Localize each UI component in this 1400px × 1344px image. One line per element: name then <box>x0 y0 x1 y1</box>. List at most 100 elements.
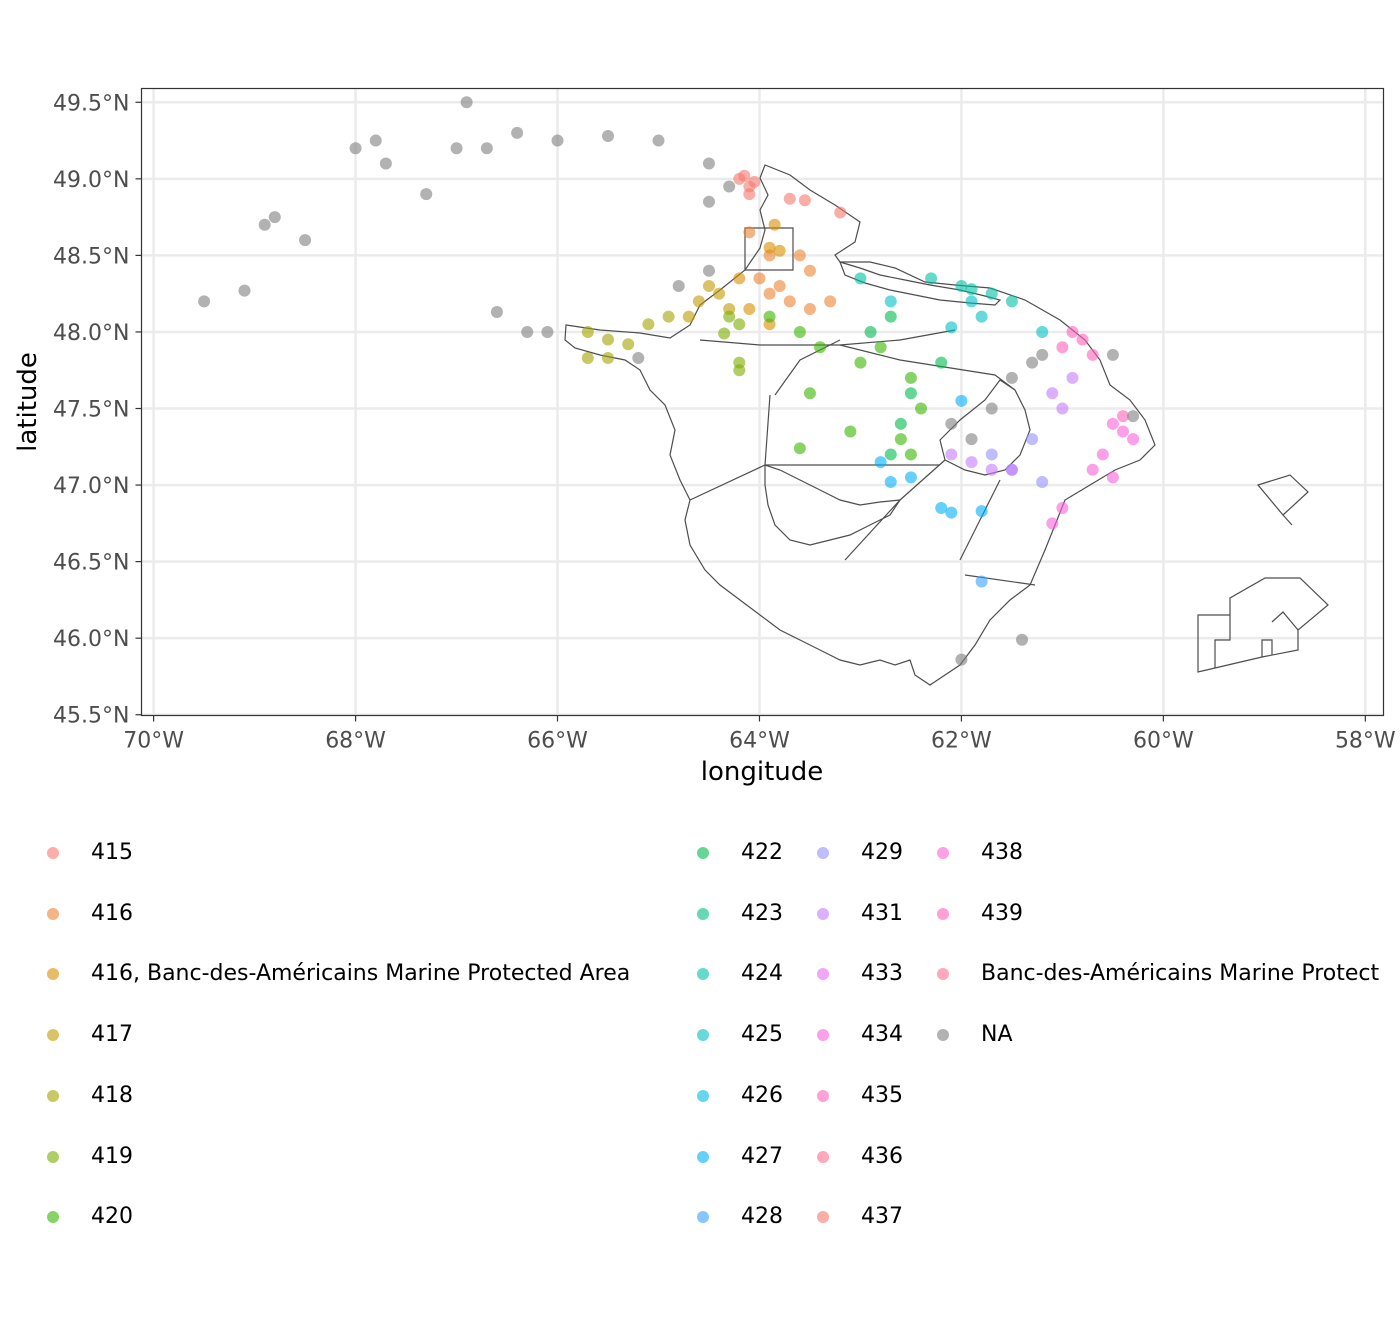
legend-key-dot <box>697 847 709 859</box>
data-point <box>1086 463 1099 476</box>
data-point <box>985 402 998 415</box>
data-point <box>652 134 665 147</box>
legend-key-dot <box>697 968 709 980</box>
data-point <box>682 310 695 323</box>
data-point <box>521 325 534 338</box>
data-point <box>854 356 867 369</box>
legend-key-dot <box>697 1151 709 1163</box>
data-point <box>985 448 998 461</box>
data-point <box>1005 463 1018 476</box>
legend-label: 427 <box>741 1144 783 1169</box>
data-point <box>904 448 917 461</box>
data-point <box>450 142 463 155</box>
legend-label: 424 <box>741 961 783 986</box>
data-point <box>1127 433 1140 446</box>
data-point <box>1005 371 1018 384</box>
data-point <box>753 272 766 285</box>
legend-label: 439 <box>981 901 1023 926</box>
data-point <box>702 280 715 293</box>
data-point <box>803 264 816 277</box>
data-point <box>844 425 857 438</box>
legend-key-dot <box>817 1211 829 1223</box>
legend-label: 429 <box>861 840 903 865</box>
data-point <box>975 310 988 323</box>
data-point <box>1046 387 1059 400</box>
data-point <box>798 194 811 207</box>
legend-label: 416, Banc-des-Américains Marine Protecte… <box>91 961 631 986</box>
y-tick-label: 45.5°N <box>53 704 129 729</box>
data-point <box>915 402 928 415</box>
data-point <box>1066 371 1079 384</box>
data-point <box>965 433 978 446</box>
data-point <box>702 195 715 208</box>
legend-label: Banc-des-Américains Marine Protect <box>981 961 1380 986</box>
legend-label: 426 <box>741 1083 783 1108</box>
data-point <box>884 310 897 323</box>
legend-key-dot <box>937 908 949 920</box>
data-point <box>935 356 948 369</box>
data-point <box>965 283 978 296</box>
data-point <box>1026 433 1039 446</box>
zone-line-h <box>764 394 771 466</box>
data-point <box>662 310 675 323</box>
legend-key-dot <box>937 847 949 859</box>
legend-key-dot <box>817 847 829 859</box>
zone-line-f <box>959 479 1001 561</box>
y-tick-label: 48.0°N <box>53 321 129 346</box>
zone-line-b <box>774 339 841 396</box>
legend-key-dot <box>697 1090 709 1102</box>
legend-label: 434 <box>861 1022 903 1047</box>
data-point <box>884 295 897 308</box>
legend-key-dot <box>47 908 59 920</box>
data-point <box>1086 348 1099 361</box>
data-point <box>581 325 594 338</box>
data-point <box>1116 425 1129 438</box>
data-point <box>1106 348 1119 361</box>
data-point <box>783 192 796 205</box>
legend-label: 435 <box>861 1083 903 1108</box>
data-point <box>268 211 281 224</box>
data-point <box>642 318 655 331</box>
data-point <box>1106 471 1119 484</box>
data-point <box>925 272 938 285</box>
data-point <box>733 364 746 377</box>
legend: 415 416 416, Banc-des-Américains Marine Pr… <box>0 820 1400 1320</box>
data-point <box>551 134 564 147</box>
data-point <box>1036 325 1049 338</box>
legend-key-dot <box>697 908 709 920</box>
legend-label: 417 <box>91 1022 133 1047</box>
axis-ticks: 70°W 68°W 66°W 64°W 62°W 60°W 58°W 49.5°N 49.0°N… <box>53 91 1396 753</box>
zone-line-d <box>899 459 946 501</box>
data-point <box>420 188 433 201</box>
data-point <box>773 244 786 257</box>
data-point <box>975 575 988 588</box>
magdalen-region <box>939 379 1031 476</box>
data-point <box>783 295 796 308</box>
data-point <box>945 506 958 519</box>
data-point <box>460 96 473 109</box>
y-axis-title: latitude <box>13 352 43 452</box>
data-point <box>738 169 751 182</box>
y-tick-label: 47.5°N <box>53 398 129 423</box>
legend-key-dot <box>817 908 829 920</box>
data-point <box>945 448 958 461</box>
panel-border <box>140 87 1385 717</box>
legend-key-dot <box>817 1090 829 1102</box>
data-point <box>1066 325 1079 338</box>
zone-line-i <box>689 464 766 501</box>
zone-line-e <box>844 499 901 561</box>
x-tick-label: 66°W <box>527 729 588 754</box>
data-point <box>1127 410 1140 423</box>
gulf-coastline <box>564 164 1156 686</box>
data-point <box>743 226 756 239</box>
legend-key-dot <box>817 968 829 980</box>
data-point <box>1026 356 1039 369</box>
data-point <box>733 318 746 331</box>
data-point <box>672 280 685 293</box>
data-point <box>511 126 524 139</box>
data-point <box>904 371 917 384</box>
data-point <box>1056 402 1069 415</box>
data-point <box>702 157 715 170</box>
data-point <box>1056 341 1069 354</box>
data-point <box>713 287 726 300</box>
